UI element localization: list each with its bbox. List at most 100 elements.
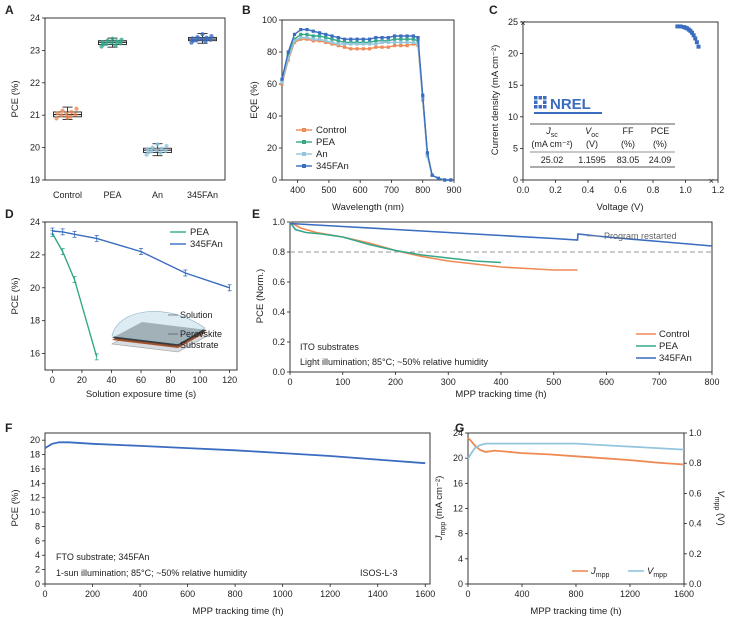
y-tick-label: 20 bbox=[30, 435, 40, 445]
y-tick-label: 0.4 bbox=[272, 307, 285, 317]
x-tick-label: 800 bbox=[415, 185, 430, 195]
x-tick-label: 80 bbox=[166, 375, 176, 385]
y-tick-label: 0.8 bbox=[272, 247, 285, 257]
x-tick-label: 800 bbox=[568, 589, 583, 599]
legend-label: Control bbox=[659, 329, 690, 340]
legend-label: An bbox=[316, 149, 328, 160]
y-tick-label: 40 bbox=[267, 111, 277, 121]
y-tick-label: 23 bbox=[30, 45, 40, 55]
y-tick-label: 15 bbox=[508, 80, 518, 90]
x-tick-label: 0.0 bbox=[517, 185, 530, 195]
eqe-marker bbox=[380, 40, 384, 44]
x-tick-label: 0.2 bbox=[549, 185, 562, 195]
data-point bbox=[60, 108, 65, 113]
x-tick-label: 20 bbox=[77, 375, 87, 385]
data-point bbox=[191, 38, 196, 43]
legend-label: Jmpp bbox=[590, 566, 609, 579]
y-tick-label: 22 bbox=[30, 250, 40, 260]
y-tick-label: 25 bbox=[508, 17, 518, 27]
logo-underline bbox=[534, 112, 602, 114]
y-tick-label: 4 bbox=[458, 554, 463, 564]
y-axis-label: EQE (%) bbox=[249, 81, 260, 118]
panel-e: 0 100 200 300 400 500 600 700 800 0.0 0.2 0.4 0.6 0.8… bbox=[255, 217, 720, 400]
eqe-marker bbox=[392, 44, 397, 48]
y-tick-label: 2 bbox=[35, 565, 40, 575]
legend-label: 345FAn bbox=[316, 161, 349, 172]
x-tick-label: 700 bbox=[384, 185, 399, 195]
inset-label: Perovskite bbox=[180, 329, 222, 339]
y-tick-label: 0.6 bbox=[272, 277, 285, 287]
eqe-marker bbox=[317, 34, 322, 38]
eqe-marker bbox=[386, 40, 390, 44]
legend-marker bbox=[302, 140, 306, 144]
eqe-marker bbox=[305, 32, 309, 36]
y-tick-label: 6 bbox=[35, 536, 40, 546]
eqe-marker bbox=[367, 37, 372, 41]
eqe-marker bbox=[311, 37, 315, 41]
eqe-marker bbox=[305, 28, 309, 32]
category-label: Control bbox=[53, 190, 82, 200]
eqe-marker bbox=[399, 44, 403, 48]
y-tick-label: 100 bbox=[262, 15, 277, 25]
table-header: FF bbox=[623, 126, 634, 136]
eqe-marker bbox=[443, 178, 447, 182]
table-header: Jsc bbox=[545, 126, 558, 139]
logo-square bbox=[534, 100, 538, 104]
eqe-marker bbox=[374, 45, 378, 49]
table-header: PCE bbox=[651, 126, 670, 136]
y-tick-label: 10 bbox=[30, 507, 40, 517]
eqe-marker bbox=[399, 40, 403, 44]
data-point bbox=[119, 37, 124, 42]
panel-letter: E bbox=[252, 207, 260, 221]
y-tick-label: 0 bbox=[35, 579, 40, 589]
panel-letter: A bbox=[5, 3, 14, 17]
eqe-line bbox=[281, 38, 451, 181]
plot-frame bbox=[44, 17, 226, 181]
data-point bbox=[113, 43, 118, 48]
data-point bbox=[101, 42, 106, 47]
eqe-marker bbox=[330, 37, 334, 41]
y-tick-label: 18 bbox=[30, 316, 40, 326]
data-point bbox=[195, 35, 200, 40]
eqe-marker bbox=[324, 39, 328, 43]
eqe-marker bbox=[336, 42, 340, 46]
logo-square bbox=[543, 100, 547, 104]
table-value: 83.05 bbox=[617, 155, 640, 165]
x-tick-label: 800 bbox=[704, 377, 719, 387]
jv-point bbox=[694, 40, 699, 45]
y-tick-label: 0 bbox=[513, 175, 518, 185]
panel-letter: D bbox=[5, 207, 14, 221]
data-point bbox=[64, 111, 69, 117]
eqe-marker bbox=[311, 39, 315, 43]
y-axis-label: PCE (Norm.) bbox=[255, 269, 266, 323]
eqe-marker bbox=[317, 31, 322, 35]
table-value: 1.1595 bbox=[578, 155, 606, 165]
y-tick-label: 19 bbox=[30, 175, 40, 185]
jv-marker: × bbox=[520, 18, 525, 28]
solution-drop bbox=[111, 311, 206, 345]
eqe-marker bbox=[374, 36, 378, 40]
x-axis-label: MPP tracking time (h) bbox=[192, 606, 283, 617]
x-tick-label: 60 bbox=[136, 375, 146, 385]
stability-line bbox=[51, 233, 98, 357]
eqe-marker bbox=[405, 34, 409, 38]
data-point bbox=[200, 32, 205, 37]
y-tick-label: 20 bbox=[30, 283, 40, 293]
eqe-marker bbox=[392, 34, 397, 38]
y-tick-label: 5 bbox=[513, 143, 518, 153]
eqe-marker bbox=[355, 37, 359, 41]
x-tick-label: 0 bbox=[50, 375, 55, 385]
y2-tick-label: 0.6 bbox=[689, 488, 702, 498]
panel-letter: B bbox=[242, 3, 251, 17]
table-value: 24.09 bbox=[649, 155, 672, 165]
y2-tick-label: 0.2 bbox=[689, 549, 702, 559]
eqe-marker bbox=[411, 40, 415, 44]
x-tick-label: 400 bbox=[133, 589, 148, 599]
logo-text: NREL bbox=[550, 96, 591, 113]
legend-label: 345FAn bbox=[659, 353, 692, 364]
category-label: PEA bbox=[103, 190, 121, 200]
data-point bbox=[155, 142, 160, 147]
eqe-marker bbox=[416, 36, 420, 40]
panel-b: 400 500 600 700 800 900 0 20 40 60 80 100 Wavelength… bbox=[249, 15, 462, 213]
